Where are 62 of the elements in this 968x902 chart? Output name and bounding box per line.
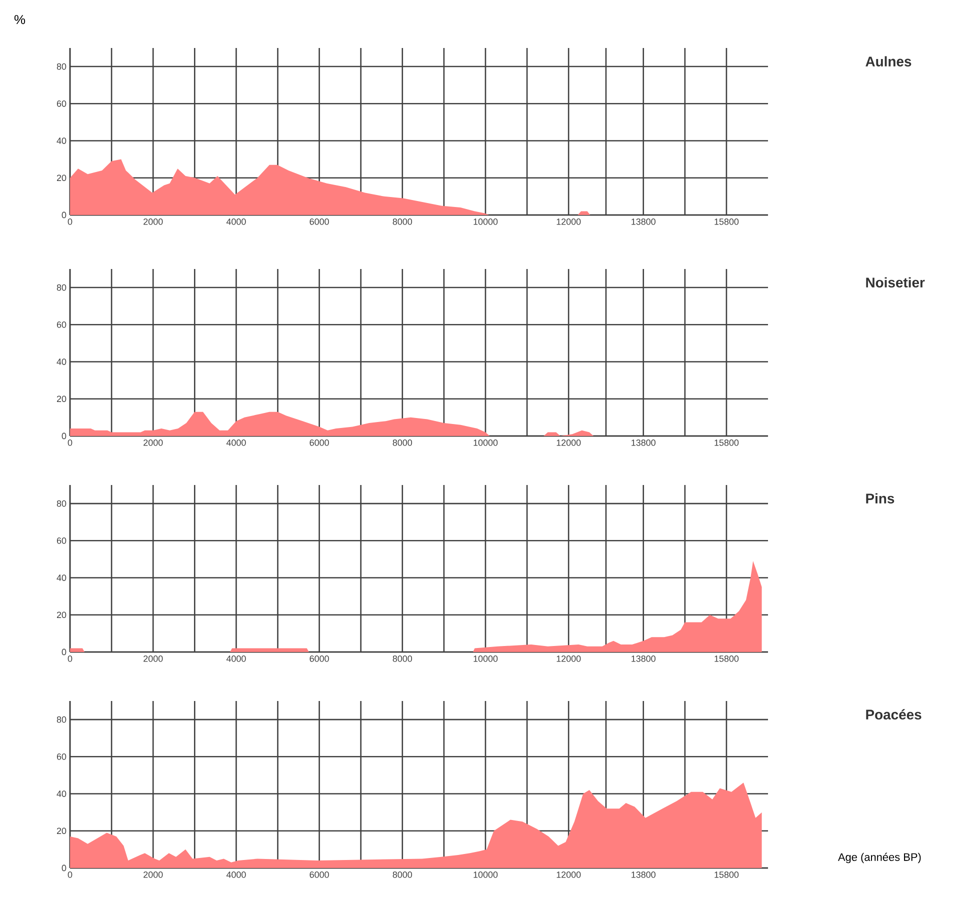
x-tick-label: 8000	[392, 439, 412, 446]
x-tick-label: 6000	[310, 655, 329, 662]
y-tick-label: 80	[56, 284, 66, 291]
x-tick-label: 2000	[144, 439, 163, 446]
x-tick-label: 0	[68, 655, 72, 662]
y-tick-label: 40	[56, 138, 66, 144]
y-tick-label: 20	[56, 828, 66, 834]
x-tick-label: 12000	[556, 655, 581, 662]
y-tick-label: 40	[56, 574, 66, 581]
x-tick-label: 8000	[392, 655, 412, 662]
x-tick-label: 13800	[632, 655, 656, 662]
text: Aulnes	[866, 56, 912, 66]
x-tick-label: 12000	[556, 872, 581, 878]
y-tick-label: 60	[56, 100, 66, 107]
x-tick-label: 15800	[714, 872, 739, 878]
x-tick-label: 4000	[226, 439, 246, 446]
x-tick-label: 13800	[632, 218, 656, 225]
x-tick-label: 10000	[474, 655, 498, 662]
y-tick-label: 80	[56, 716, 66, 723]
x-tick-label: 10000	[474, 439, 498, 446]
y-tick-label: 80	[56, 63, 66, 70]
y-tick-label: 20	[56, 612, 66, 618]
x-tick-label: 8000	[392, 218, 412, 225]
text: Age (années BP)	[838, 852, 921, 864]
x-tick-label: 0	[68, 218, 72, 225]
y-tick-label: 60	[56, 537, 66, 544]
x-tick-label: 2000	[144, 872, 163, 878]
x-tick-label: 15800	[714, 218, 739, 225]
y-tick-label: 40	[56, 358, 66, 365]
y-tick-label: 20	[56, 174, 66, 182]
x-tick-label: 6000	[310, 218, 329, 225]
y-tick-label: 0	[62, 432, 66, 440]
x-tick-label: 4000	[226, 872, 246, 878]
y-tick-label: 40	[56, 790, 66, 797]
x-tick-label: 12000	[556, 218, 581, 225]
y-tick-label: 60	[56, 753, 66, 760]
x-tick-label: 13800	[632, 439, 656, 446]
y-tick-label: 80	[56, 500, 66, 507]
y-tick-label: 0	[62, 212, 66, 218]
y-tick-label: 0	[62, 648, 66, 656]
x-tick-label: 12000	[556, 439, 581, 446]
x-tick-label: 0	[68, 439, 72, 446]
x-tick-label: 0	[68, 872, 72, 878]
y-tick-label: 20	[56, 396, 66, 402]
y-axis-title: %	[14, 15, 26, 24]
text: Pins	[866, 493, 894, 504]
x-tick-label: 15800	[714, 439, 739, 446]
x-tick-label: 13800	[632, 872, 656, 878]
y-tick-label: 0	[62, 864, 66, 872]
text: Noisetier	[866, 277, 925, 288]
x-tick-label: 4000	[226, 218, 246, 225]
x-tick-label: 8000	[392, 872, 412, 878]
x-tick-label: 6000	[310, 872, 329, 878]
x-tick-label: 15800	[714, 655, 739, 662]
text: Poacées	[866, 709, 922, 720]
x-tick-label: 6000	[310, 439, 329, 446]
x-tick-label: 10000	[474, 872, 498, 878]
x-tick-label: 4000	[226, 655, 246, 662]
x-tick-label: 2000	[144, 655, 163, 662]
x-tick-label: 2000	[144, 218, 163, 225]
y-tick-label: 60	[56, 321, 66, 328]
x-tick-label: 10000	[474, 218, 498, 225]
